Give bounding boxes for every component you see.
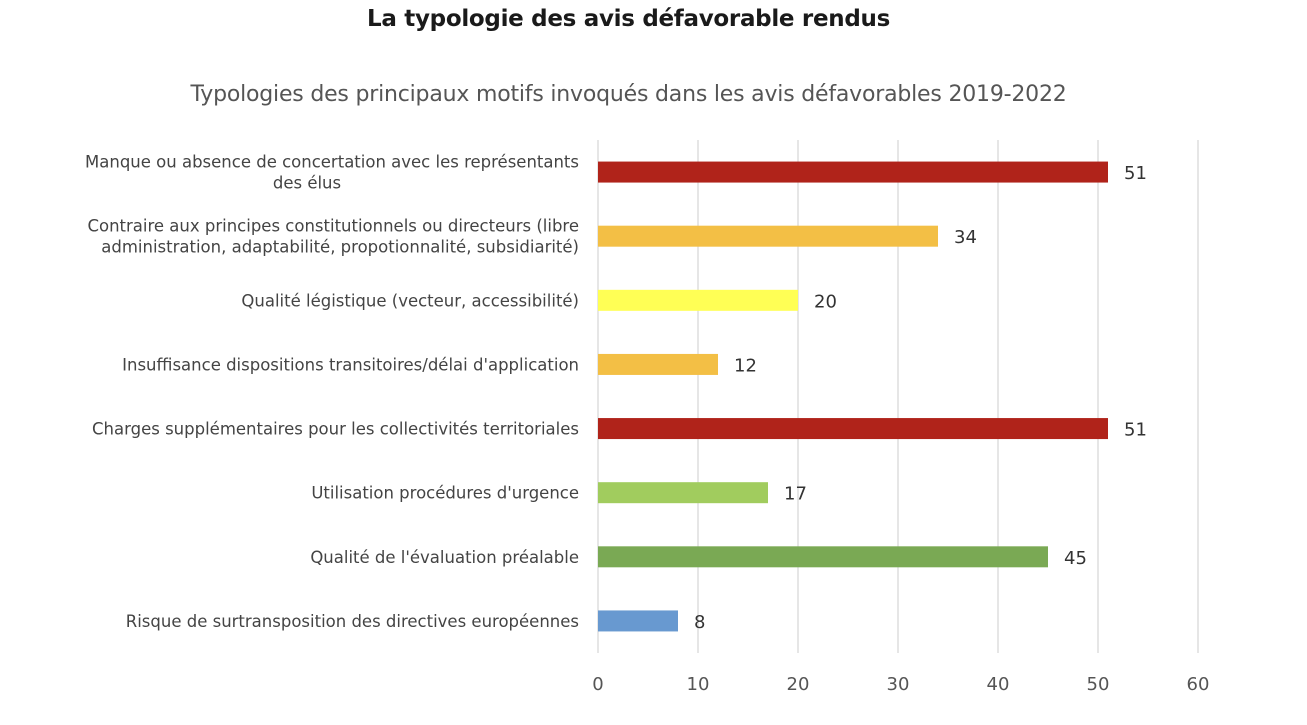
category-label: Charges supplémentaires pour les collect… [92, 420, 579, 439]
x-tick-label: 30 [887, 674, 910, 695]
data-label: 17 [784, 484, 807, 505]
category-label: Contraire aux principes constitutionnels… [87, 217, 579, 236]
category-label: des élus [273, 174, 341, 193]
x-axis-tick-labels: 0 10 20 30 40 50 60 [592, 674, 1209, 695]
category-label: Manque ou absence de concertation avec l… [85, 153, 579, 172]
x-tick-label: 10 [687, 674, 710, 695]
data-label: 51 [1124, 420, 1147, 441]
bar [598, 418, 1108, 440]
x-tick-label: 60 [1187, 674, 1210, 695]
data-label: 8 [694, 612, 705, 633]
bar [598, 610, 678, 632]
bar [598, 289, 798, 311]
bar [598, 546, 1048, 568]
category-label: administration, adaptabilité, propotionn… [101, 238, 579, 257]
x-tick-label: 20 [787, 674, 810, 695]
bar [598, 161, 1108, 183]
category-label: Insuffisance dispositions transitoires/d… [122, 355, 579, 374]
x-tick-label: 50 [1087, 674, 1110, 695]
bar [598, 482, 768, 504]
x-tick-label: 0 [592, 674, 603, 695]
chart-title: La typologie des avis défavorable rendus [367, 6, 890, 32]
category-label: Qualité légistique (vecteur, accessibili… [241, 291, 579, 310]
category-label: Utilisation procédures d'urgence [311, 484, 579, 503]
data-label: 12 [734, 355, 757, 376]
data-label: 51 [1124, 163, 1147, 184]
x-tick-label: 40 [987, 674, 1010, 695]
data-label: 45 [1064, 548, 1087, 569]
category-labels: Manque ou absence de concertation avec l… [85, 153, 579, 631]
bar [598, 225, 938, 247]
data-label: 34 [954, 227, 977, 248]
bars [598, 161, 1108, 632]
data-label: 20 [814, 291, 837, 312]
chart-subtitle: Typologies des principaux motifs invoqué… [190, 82, 1067, 107]
category-label: Qualité de l'évaluation préalable [310, 548, 579, 567]
bar [598, 353, 718, 375]
gridlines [597, 140, 1199, 653]
category-label: Risque de surtransposition des directive… [126, 612, 579, 631]
value-labels: 51 34 20 12 51 17 45 8 [694, 163, 1147, 633]
